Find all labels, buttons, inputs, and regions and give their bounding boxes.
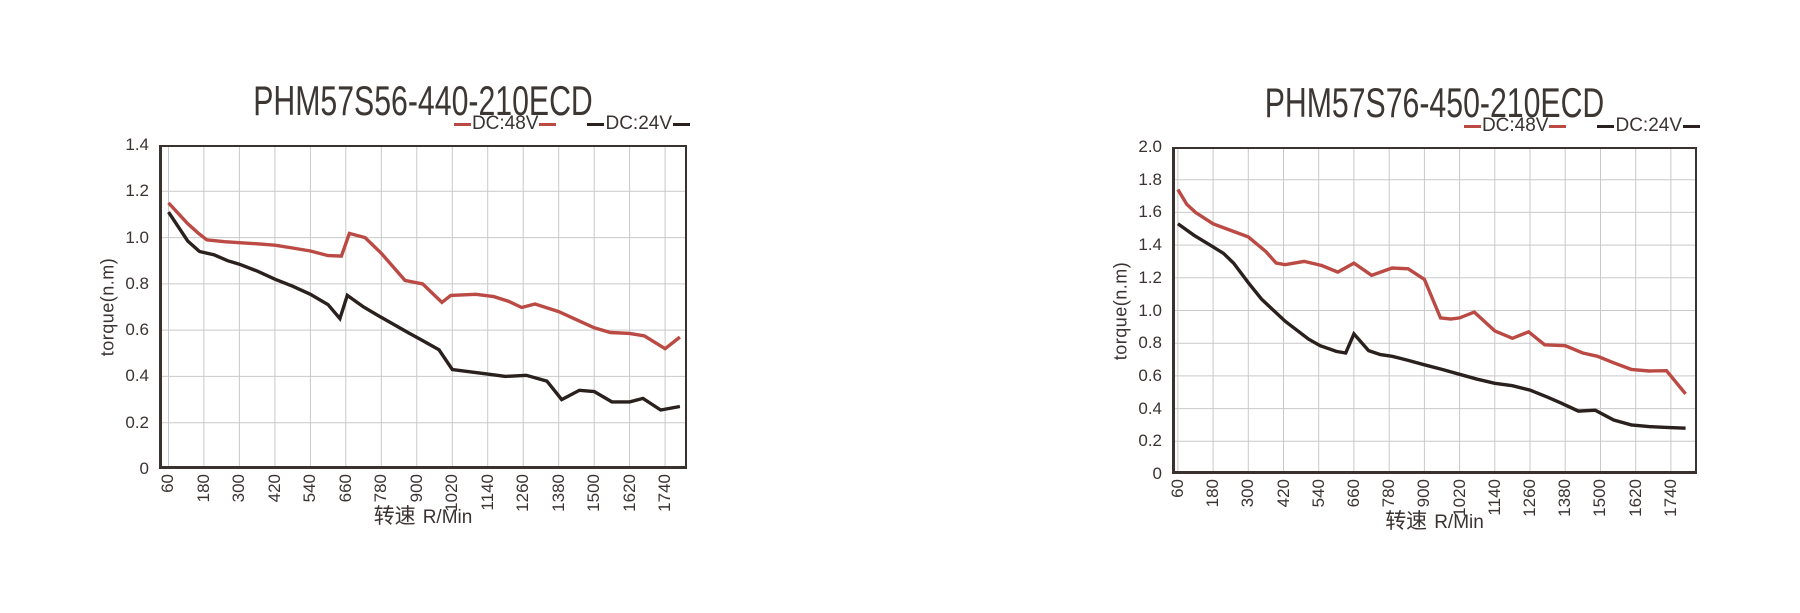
legend-item-dc48v: DC:48V bbox=[453, 113, 557, 135]
x-tick-label: 780 bbox=[371, 474, 391, 503]
legend-label: DC:24V bbox=[605, 113, 672, 134]
x-tick-label: 1020 bbox=[442, 474, 462, 512]
x-tick-label: 780 bbox=[1379, 479, 1399, 508]
y-tick-label: 1.0 bbox=[125, 227, 149, 247]
x-axis-title-cn: 转速 bbox=[1385, 510, 1428, 533]
legend: DC:48V DC:24V bbox=[453, 113, 690, 135]
legend-line-icon bbox=[1597, 124, 1615, 128]
y-tick-label: 0.8 bbox=[1138, 333, 1162, 353]
legend-line-icon bbox=[1549, 124, 1567, 128]
x-tick-label: 1740 bbox=[655, 474, 675, 512]
chart-title: PHM57S76-450-210ECD bbox=[1264, 78, 1605, 126]
legend-line-icon bbox=[453, 122, 471, 126]
y-tick-label: 1.2 bbox=[125, 181, 149, 201]
x-tick-label: 1620 bbox=[619, 474, 639, 512]
x-tick-label: 660 bbox=[335, 474, 355, 503]
y-tick-label: 1.8 bbox=[1138, 169, 1162, 189]
chart-title: PHM57S56-440-210ECD bbox=[253, 76, 593, 124]
legend-line-icon bbox=[539, 122, 557, 126]
x-tick-label: 1260 bbox=[513, 474, 533, 512]
legend-label: DC:48V bbox=[1481, 115, 1549, 136]
legend-line-icon bbox=[673, 122, 690, 126]
x-tick-label: 540 bbox=[1308, 479, 1328, 508]
x-tick-label: 60 bbox=[158, 474, 178, 493]
y-tick-label: 0 bbox=[1152, 464, 1162, 483]
legend-item-dc24v: DC:24V bbox=[1597, 115, 1700, 137]
x-tick-label: 60 bbox=[1167, 479, 1187, 498]
torque-chart-phm57s76: PHM57S76-450-210ECD DC:48V DC:24V torque… bbox=[1111, 81, 1700, 533]
x-tick-label: 1740 bbox=[1660, 479, 1680, 517]
x-tick-label: 900 bbox=[406, 474, 426, 503]
y-tick-label: 0.8 bbox=[125, 273, 149, 293]
y-tick-label: 0.2 bbox=[1138, 431, 1162, 451]
plot-area bbox=[159, 145, 687, 469]
legend-label: DC:24V bbox=[1615, 115, 1682, 136]
legend-label: DC:48V bbox=[471, 113, 539, 134]
x-axis-title: 转速 R/Min bbox=[159, 500, 687, 530]
y-tick-label: 0.6 bbox=[1138, 365, 1162, 385]
y-tick-label: 1.2 bbox=[1138, 267, 1162, 287]
x-tick-label: 540 bbox=[300, 474, 320, 503]
y-tick-label: 0.4 bbox=[1138, 398, 1162, 418]
x-tick-label: 1020 bbox=[1449, 479, 1469, 517]
y-tick-label: 0.4 bbox=[125, 366, 149, 386]
x-tick-label: 1500 bbox=[1590, 479, 1610, 517]
x-tick-label: 180 bbox=[193, 474, 213, 503]
y-tick-label: 2.0 bbox=[1138, 137, 1162, 156]
y-tick-label: 0.6 bbox=[125, 320, 149, 340]
y-tick-label: 1.0 bbox=[1138, 300, 1162, 320]
y-tick-label: 1.4 bbox=[1138, 235, 1162, 255]
legend-line-icon bbox=[587, 122, 605, 126]
x-tick-label: 180 bbox=[1203, 479, 1223, 508]
y-tick-label: 1.4 bbox=[125, 135, 149, 154]
x-tick-label: 1140 bbox=[477, 474, 497, 511]
plot-area bbox=[1172, 147, 1697, 474]
x-tick-label: 1380 bbox=[548, 474, 568, 512]
x-axis-title-cn: 转速 bbox=[373, 505, 416, 528]
x-axis-title-unit: R/Min bbox=[1434, 512, 1484, 533]
x-tick-label: 1260 bbox=[1520, 479, 1540, 517]
x-tick-label: 420 bbox=[1273, 479, 1293, 508]
x-tick-label: 1500 bbox=[584, 474, 604, 512]
y-tick-label: 0 bbox=[139, 459, 149, 478]
x-tick-label: 420 bbox=[264, 474, 284, 503]
legend-item-dc24v: DC:24V bbox=[587, 113, 690, 135]
x-tick-label: 300 bbox=[1238, 479, 1258, 508]
x-tick-label: 1140 bbox=[1484, 479, 1504, 516]
x-tick-label: 1380 bbox=[1555, 479, 1575, 517]
legend: DC:48V DC:24V bbox=[1463, 115, 1700, 137]
legend-line-icon bbox=[1463, 124, 1481, 128]
y-tick-label: 1.6 bbox=[1138, 202, 1162, 222]
y-tick-label: 0.2 bbox=[125, 412, 149, 432]
x-tick-label: 660 bbox=[1343, 479, 1363, 508]
x-tick-label: 300 bbox=[229, 474, 249, 503]
x-tick-label: 900 bbox=[1414, 479, 1434, 508]
torque-chart-phm57s56: PHM57S56-440-210ECD DC:48V DC:24V torque… bbox=[98, 79, 690, 528]
legend-item-dc48v: DC:48V bbox=[1463, 115, 1567, 137]
x-axis-title: 转速 R/Min bbox=[1172, 505, 1697, 535]
y-axis-title: torque(n.m) bbox=[97, 257, 118, 357]
legend-line-icon bbox=[1683, 124, 1700, 128]
x-tick-label: 1620 bbox=[1625, 479, 1645, 517]
x-axis-title-unit: R/Min bbox=[422, 507, 473, 528]
